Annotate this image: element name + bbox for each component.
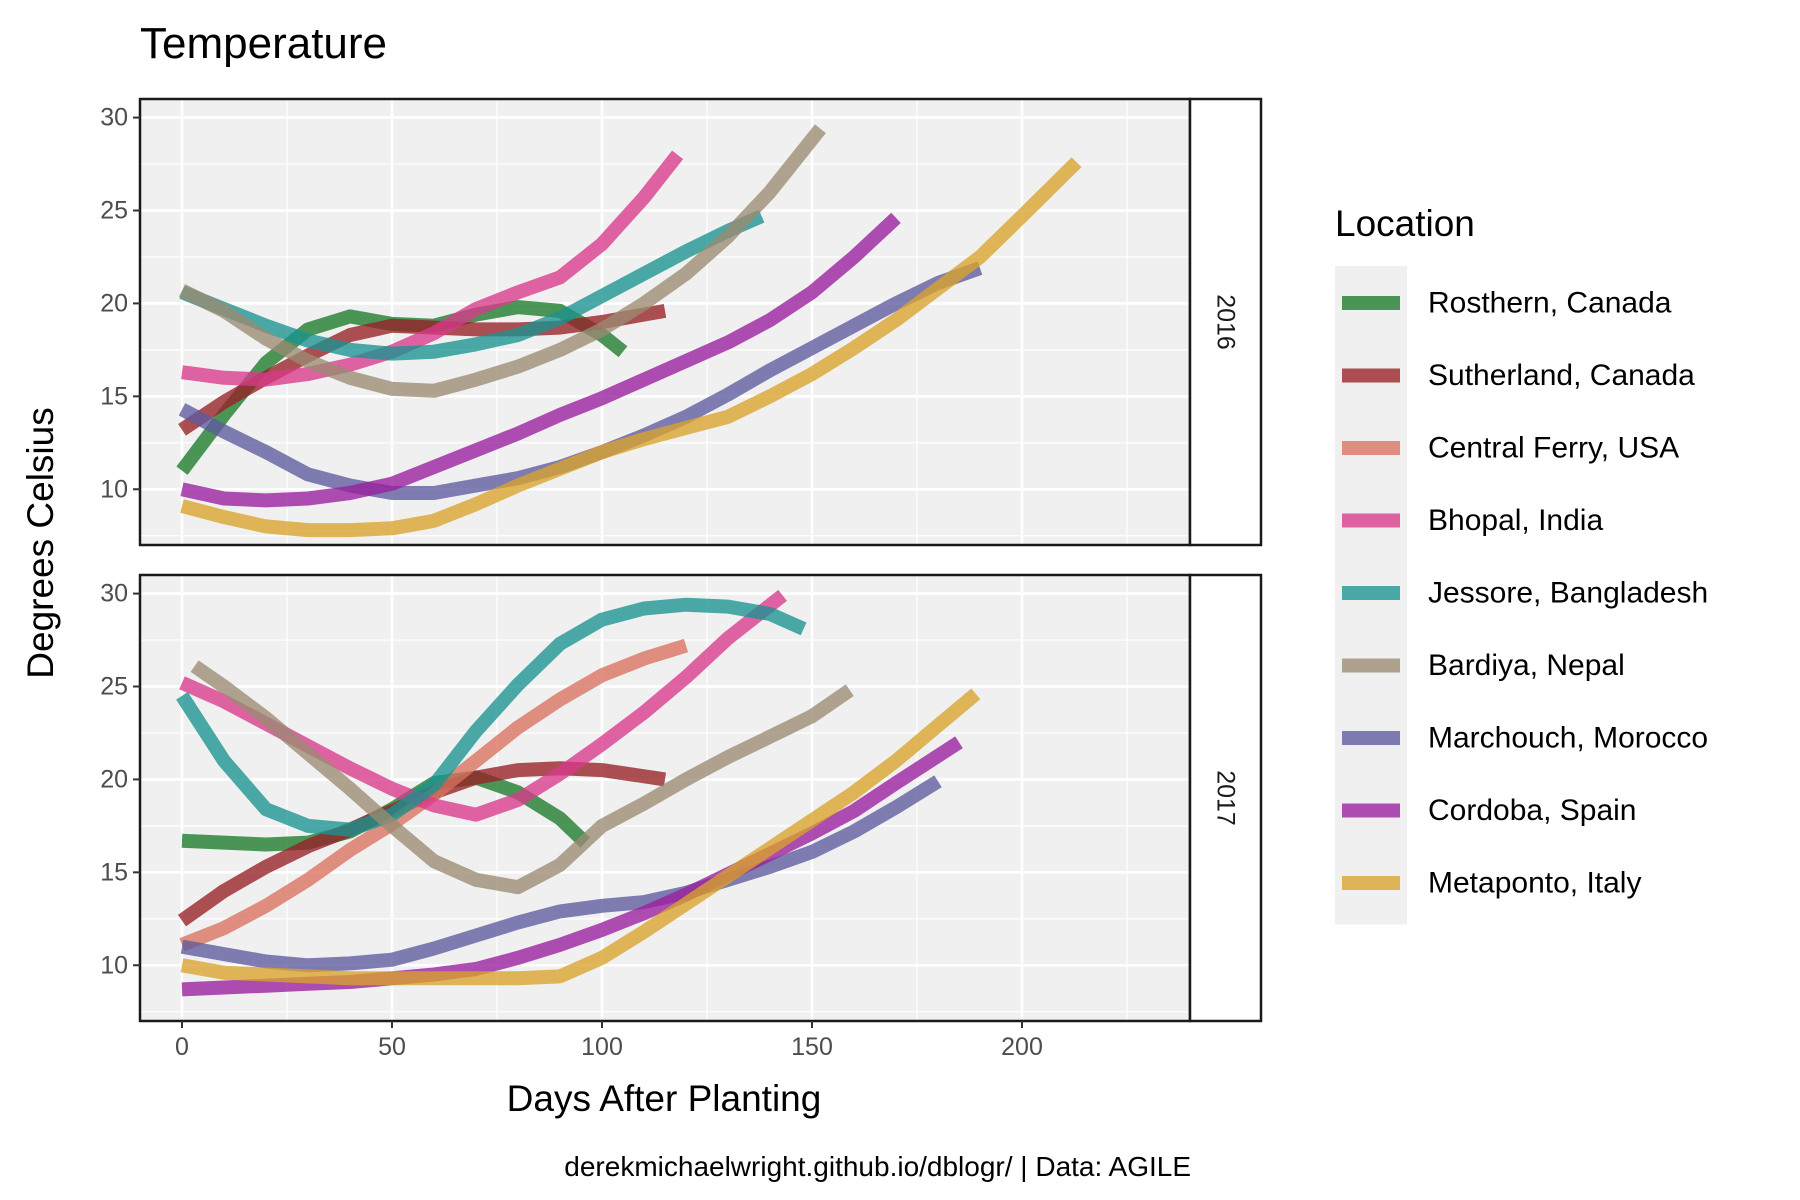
y-tick-label: 10 bbox=[100, 951, 128, 979]
y-tick-label: 30 bbox=[100, 580, 128, 608]
legend: Location Rosthern, Canada Sutherland, Cana… bbox=[1335, 203, 1708, 925]
facet-strip bbox=[1188, 97, 1263, 547]
x-tick-label: 150 bbox=[791, 1033, 833, 1061]
y-tick-label: 25 bbox=[100, 673, 128, 701]
legend-label-central-ferry-usa: Central Ferry, USA bbox=[1428, 432, 1679, 465]
legend-label-sutherland-canada: Sutherland, Canada bbox=[1428, 359, 1695, 392]
y-tick-label: 10 bbox=[100, 475, 128, 503]
chart-title: Temperature bbox=[140, 19, 387, 68]
legend-label-rosthern-canada: Rosthern, Canada bbox=[1428, 287, 1672, 320]
legend-label-metaponto-italy: Metaponto, Italy bbox=[1428, 867, 1641, 900]
chart-caption: derekmichaelwright.github.io/dblogr/ | D… bbox=[564, 1151, 1191, 1182]
y-tick-label: 15 bbox=[100, 858, 128, 886]
x-tick-label: 50 bbox=[378, 1033, 406, 1061]
y-tick-label: 20 bbox=[100, 765, 128, 793]
series-line-bardiya-nepal-2016 bbox=[178, 124, 826, 398]
x-tick-label: 100 bbox=[581, 1033, 623, 1061]
series-line-metaponto-italy-2016 bbox=[180, 157, 1082, 538]
series-line-jessore-bangladesh-2017 bbox=[176, 597, 807, 837]
y-axis-title: Degrees Celsius bbox=[20, 407, 61, 678]
y-tick-label: 30 bbox=[100, 104, 128, 132]
y-tick-label: 15 bbox=[100, 382, 128, 410]
series-line-central-ferry-usa-2017 bbox=[179, 638, 689, 952]
panel-2016: 2016 10 15 20 25 30 bbox=[100, 97, 1263, 547]
series-line-cordoba-spain-2016 bbox=[180, 212, 901, 508]
x-axis-title: Days After Planting bbox=[507, 1078, 822, 1119]
x-tick-label: 0 bbox=[175, 1033, 189, 1061]
facet-strip bbox=[1188, 573, 1263, 1023]
y-tick-label: 20 bbox=[100, 289, 128, 317]
legend-label-bhopal-india: Bhopal, India bbox=[1428, 504, 1603, 537]
legend-label-bardiya-nepal: Bardiya, Nepal bbox=[1428, 649, 1625, 682]
x-tick-label: 200 bbox=[1001, 1033, 1043, 1061]
legend-label-marchouch-morocco: Marchouch, Morocco bbox=[1428, 722, 1708, 755]
legend-label-cordoba-spain: Cordoba, Spain bbox=[1428, 794, 1636, 827]
series-line-bhopal-india-2016 bbox=[181, 150, 684, 387]
facet-label-2017: 2017 bbox=[1212, 770, 1240, 826]
series-line-cordoba-spain-2017 bbox=[181, 736, 963, 997]
series-line-metaponto-italy-2017 bbox=[180, 688, 981, 986]
legend-title: Location bbox=[1335, 203, 1475, 244]
y-tick-label: 25 bbox=[100, 197, 128, 225]
series-line-jessore-bangladesh-2016 bbox=[179, 209, 765, 361]
legend-label-jessore-bangladesh: Jessore, Bangladesh bbox=[1428, 577, 1708, 610]
panel-2017: 2017 10 15 20 25 30 bbox=[100, 573, 1263, 1023]
series-line-marchouch-morocco-2017 bbox=[180, 775, 942, 973]
series-line-bardiya-nepal-2017 bbox=[190, 660, 854, 895]
facet-label-2016: 2016 bbox=[1212, 294, 1240, 350]
